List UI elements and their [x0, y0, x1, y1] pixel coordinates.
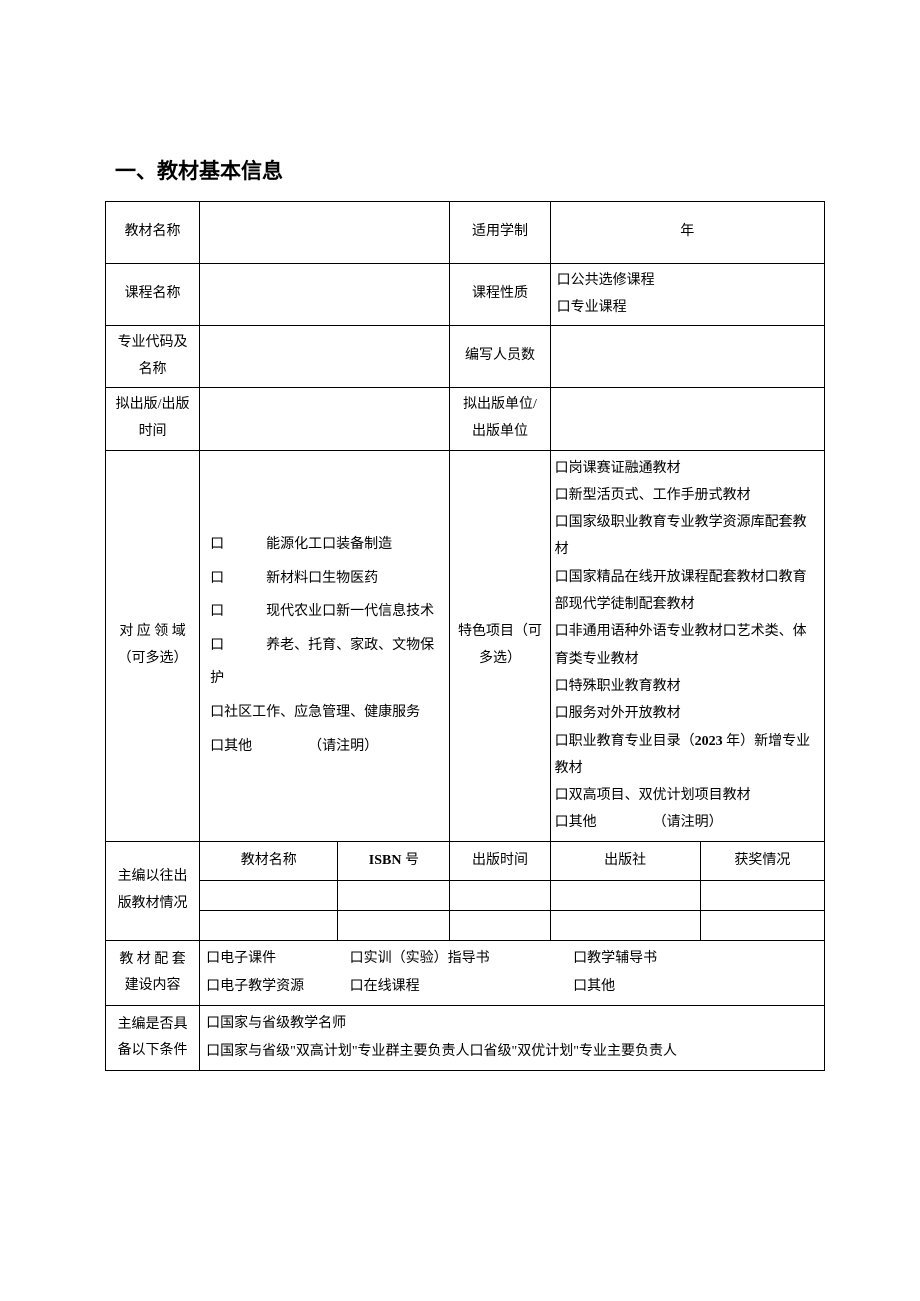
- label-feature: 特色项目（可多选）: [450, 450, 550, 841]
- checkbox-community[interactable]: 口社区工作、应急管理、健康服务: [210, 705, 420, 720]
- prev-r2-c3: [450, 911, 550, 941]
- checkbox-teaching-master[interactable]: 口国家与省级教学名师: [206, 1010, 818, 1038]
- hdr-publisher: 出版社: [550, 841, 700, 881]
- checkbox-other-support[interactable]: 口其他: [573, 979, 615, 994]
- prev-r1-c2: [338, 881, 450, 911]
- checkbox-voc-catalog[interactable]: 口职业教育专业目录（2023 年）新增专业教材: [555, 728, 820, 783]
- editor-cond-options: 口国家与省级教学名师 口国家与省级"双高计划"专业群主要负责人口省级"双优计划"…: [200, 1006, 825, 1071]
- label-publish-time: 拟出版/出版时间: [106, 388, 200, 450]
- hdr-isbn: ISBN 号: [338, 841, 450, 881]
- label-domain: 对 应 领 域（可多选）: [106, 450, 200, 841]
- section-title: 一、教材基本信息: [115, 155, 825, 185]
- label-author-count: 编写人员数: [450, 326, 550, 388]
- label-major-code: 专业代码及名称: [106, 326, 200, 388]
- checkbox-eresource[interactable]: 口电子教学资源: [206, 973, 346, 1001]
- label-school-system: 适用学制: [450, 202, 550, 264]
- value-course-name: [200, 264, 450, 326]
- label-textbook-name: 教材名称: [106, 202, 200, 264]
- value-school-system: 年: [550, 202, 824, 264]
- prev-r2-c4: [550, 911, 700, 941]
- checkbox-gkz[interactable]: 口岗课赛证融通教材: [555, 455, 820, 482]
- hdr-pubtime: 出版时间: [450, 841, 550, 881]
- hdr-textbook-name: 教材名称: [200, 841, 338, 881]
- prev-r1-c1: [200, 881, 338, 911]
- checkbox-material[interactable]: 口: [210, 562, 266, 596]
- checkbox-eslides[interactable]: 口电子课件: [206, 945, 346, 973]
- checkbox-nonlang-art[interactable]: 口非通用语种外语专业教材口艺术类、体育类专业教材: [555, 618, 820, 673]
- checkbox-agri[interactable]: 口: [210, 595, 266, 629]
- prev-r2-c1: [200, 911, 338, 941]
- checkbox-shuanggao-leader[interactable]: 口国家与省级"双高计划"专业群主要负责人口省级"双优计划"专业主要负责人: [206, 1038, 818, 1066]
- checkbox-national-db[interactable]: 口国家级职业教育专业教学资源库配套教材: [555, 509, 820, 564]
- prev-r1-c3: [450, 881, 550, 911]
- checkbox-lab-guide[interactable]: 口实训（实验）指导书: [350, 945, 570, 973]
- checkbox-care[interactable]: 口: [210, 629, 266, 663]
- value-textbook-name: [200, 202, 450, 264]
- support-options: 口电子课件 口实训（实验）指导书 口教学辅导书 口电子教学资源 口在线课程 口其…: [200, 941, 825, 1006]
- checkbox-professional-course[interactable]: 口专业课程: [557, 300, 627, 315]
- value-publisher: [550, 388, 824, 450]
- label-editor-cond: 主编是否具备以下条件: [106, 1006, 200, 1071]
- checkbox-energy[interactable]: 口: [210, 528, 266, 562]
- checkbox-special-voc[interactable]: 口特殊职业教育教材: [555, 673, 820, 700]
- checkbox-other-feature[interactable]: 口其他: [555, 815, 597, 830]
- checkbox-online-course[interactable]: 口在线课程: [350, 973, 570, 1001]
- checkbox-other-domain[interactable]: 口其他: [210, 739, 252, 754]
- prev-r1-c5: [700, 881, 824, 911]
- checkbox-tutoring[interactable]: 口教学辅导书: [573, 951, 657, 966]
- value-publish-time: [200, 388, 450, 450]
- checkbox-open-service[interactable]: 口服务对外开放教材: [555, 700, 820, 727]
- label-support: 教 材 配 套建设内容: [106, 941, 200, 1006]
- value-author-count: [550, 326, 824, 388]
- label-publisher: 拟出版单位/出版单位: [450, 388, 550, 450]
- domain-options: 口能源化工口装备制造 口新材料口生物医药 口现代农业口新一代信息技术 口养老、托…: [200, 450, 450, 841]
- value-major-code: [200, 326, 450, 388]
- checkbox-shuanggao[interactable]: 口双高项目、双优计划项目教材: [555, 782, 820, 809]
- checkbox-looseleaf[interactable]: 口新型活页式、工作手册式教材: [555, 482, 820, 509]
- feature-options: 口岗课赛证融通教材 口新型活页式、工作手册式教材 口国家级职业教育专业教学资源库…: [550, 450, 824, 841]
- prev-r1-c4: [550, 881, 700, 911]
- prev-r2-c5: [700, 911, 824, 941]
- checkbox-mooc-apprentice[interactable]: 口国家精品在线开放课程配套教材口教育部现代学徒制配套教材: [555, 564, 820, 619]
- label-prev-pub: 主编以往出版教材情况: [106, 841, 200, 941]
- value-course-nature: 口公共选修课程 口专业课程: [550, 264, 824, 326]
- hdr-award: 获奖情况: [700, 841, 824, 881]
- label-course-nature: 课程性质: [450, 264, 550, 326]
- label-course-name: 课程名称: [106, 264, 200, 326]
- prev-r2-c2: [338, 911, 450, 941]
- textbook-info-table: 教材名称 适用学制 年 课程名称 课程性质 口公共选修课程 口专业课程 专业代码…: [105, 201, 825, 1071]
- checkbox-public-elective[interactable]: 口公共选修课程: [557, 273, 655, 288]
